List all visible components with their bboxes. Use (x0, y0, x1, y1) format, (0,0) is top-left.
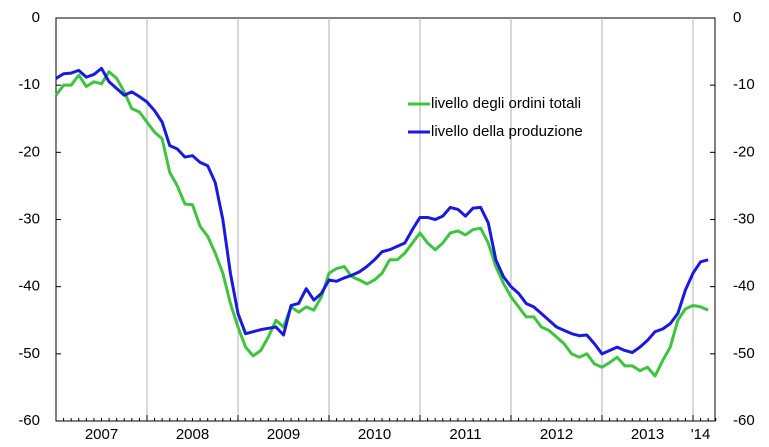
x-tick-label: 2011 (449, 426, 481, 443)
y-tick-label: 0 (32, 9, 40, 26)
y2-tick-label: -10 (733, 76, 755, 93)
x-tick-label: 2007 (85, 426, 118, 443)
y2-tick-label: -20 (733, 143, 755, 160)
x-tick-label: '14 (691, 426, 711, 443)
y-tick-label: -10 (18, 76, 40, 93)
legend-label: livello degli ordini totali (431, 95, 581, 112)
y-tick-label: -40 (18, 278, 40, 295)
y-tick-label: -30 (18, 210, 40, 227)
x-tick-label: 2010 (358, 426, 391, 443)
plot-frame (55, 17, 716, 422)
series-line (54, 70, 709, 378)
x-tick-label: 2009 (267, 426, 300, 443)
x-tick-label: 2013 (631, 426, 664, 443)
series-line (55, 66, 709, 356)
y2-tick-label: -30 (733, 210, 755, 227)
x-tick-label: 2008 (176, 426, 209, 443)
x-tick-label: 2012 (540, 426, 573, 443)
y-tick-label: -20 (18, 143, 40, 160)
y-tick-label: -50 (18, 345, 40, 362)
legend-label: livello della produzione (431, 123, 583, 140)
y2-tick-label: -60 (733, 412, 755, 429)
y2-tick-label: 0 (733, 9, 741, 26)
y-tick-label: -60 (18, 412, 40, 429)
y2-tick-label: -50 (733, 345, 755, 362)
y2-tick-label: -40 (733, 278, 755, 295)
